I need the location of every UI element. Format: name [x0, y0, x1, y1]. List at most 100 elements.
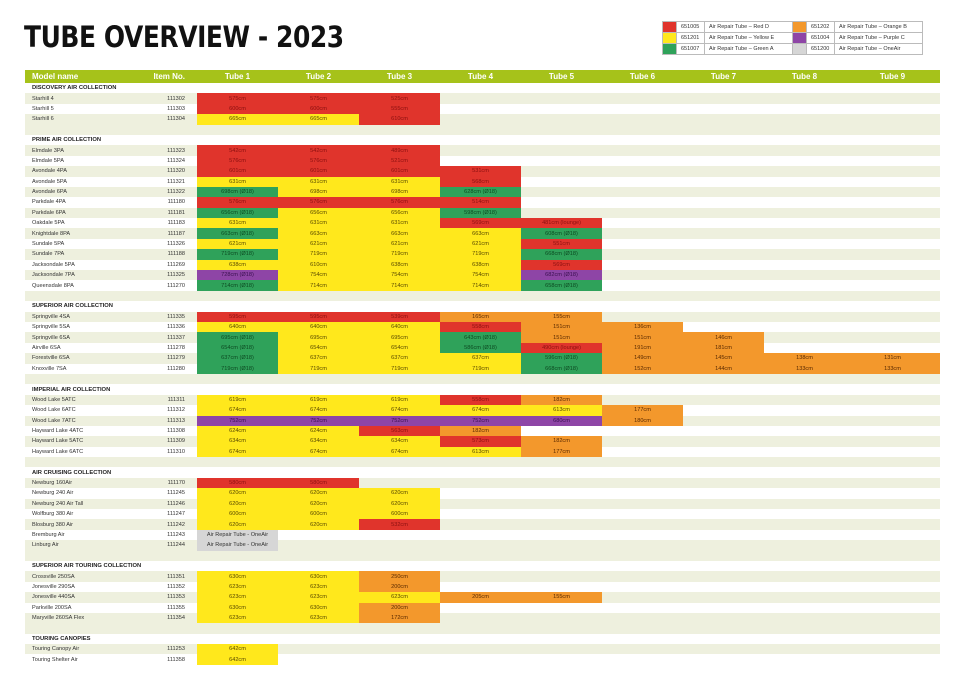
table-row: Forestville 6SA 111279 637cm (Ø18) 637cm 637… — [25, 353, 940, 364]
tube-cell — [764, 249, 845, 259]
tube-cell — [764, 156, 845, 166]
tube-cell — [440, 571, 521, 581]
tube-cell: 663cm — [359, 228, 440, 239]
model-name: Springville 6SA — [32, 334, 70, 341]
table-row: Starhill 4 111302 575cm 575cm 525cm — [25, 93, 940, 104]
table-row: Blosburg 380 Air 111242 620cm 620cm 532cm — [25, 519, 940, 530]
tube-cell — [764, 177, 845, 187]
tube-cell: 610cm — [359, 114, 440, 125]
page-title: TUBE OVERVIEW - 2023 — [24, 20, 344, 54]
tube-cell: 144cm — [683, 363, 764, 374]
item-no: 111321 — [167, 178, 185, 185]
model-name: Airville 6SA — [32, 344, 61, 351]
model-name: Springville 5SA — [32, 324, 70, 331]
tube-cell: 624cm — [278, 425, 359, 437]
tube-cell: 177cm — [521, 446, 602, 458]
tube-cell — [845, 156, 940, 166]
tube-cell — [278, 540, 359, 550]
tube-cell: 643cm (Ø18) — [440, 332, 521, 343]
tube-cell — [845, 509, 940, 519]
tube-cell — [521, 509, 602, 519]
legend-code: 651200 — [806, 43, 835, 55]
section-title-text: AIR CRUISING COLLECTION — [32, 469, 112, 476]
tube-cell: 674cm — [278, 446, 359, 458]
tube-cell — [764, 530, 845, 540]
model-name: Knoxville 7SA — [32, 365, 67, 372]
tube-cell — [521, 177, 602, 187]
tube-cell — [359, 654, 440, 664]
blank-row — [25, 290, 940, 302]
tube-cell: 576cm — [197, 197, 278, 208]
tube-cell: 155cm — [521, 592, 602, 603]
tube-cell: 752cm — [278, 415, 359, 426]
tube-cell — [602, 582, 683, 592]
tube-cell: 576cm — [278, 155, 359, 167]
tube-cell — [764, 478, 845, 488]
tube-cell: 576cm — [197, 155, 278, 167]
model-name: Maryville 260SA Flex — [32, 615, 85, 622]
item-no: 111308 — [167, 428, 185, 435]
tube-cell: 133cm — [845, 363, 940, 374]
tube-cell — [764, 405, 845, 415]
tube-cell: 631cm — [197, 176, 278, 187]
tube-cell — [683, 395, 764, 405]
tube-cell — [521, 582, 602, 592]
tube-cell — [683, 228, 764, 238]
tube-cell: 631cm — [197, 218, 278, 229]
tube-cell — [602, 197, 683, 207]
tube-cell: 631cm — [359, 218, 440, 229]
model-name: Parkdale 4PA — [32, 199, 66, 206]
tube-cell — [602, 519, 683, 529]
tube-cell — [764, 395, 845, 405]
tube-cell: 714cm — [359, 280, 440, 291]
section-title-text: IMPERIAL AIR COLLECTION — [32, 386, 111, 393]
color-legend: 651005 Air Repair Tube – Red D 651202 Air R… — [662, 21, 923, 55]
tube-cell: 600cm — [359, 509, 440, 520]
tube-cell — [845, 571, 940, 581]
tube-cell — [845, 114, 940, 124]
table-row: Airville 6SA 111278 654cm (Ø18) 654cm 654cm 5… — [25, 342, 940, 354]
tube-cell — [521, 104, 602, 114]
tube-cell: 630cm — [197, 571, 278, 582]
tube-cell: 674cm — [278, 405, 359, 416]
section-title: PRIME AIR COLLECTION — [25, 135, 940, 145]
tube-cell — [764, 322, 845, 332]
tube-cell: 620cm — [197, 498, 278, 510]
tube-cell — [440, 603, 521, 613]
tube-cell — [764, 416, 845, 426]
tube-cell: 620cm — [278, 519, 359, 530]
tube-cell — [845, 145, 940, 155]
tube-cell: 558cm — [440, 321, 521, 333]
tube-cell — [845, 499, 940, 509]
table-row: Knoxville 7SA 111280 719cm (Ø18) 719cm 719cm… — [25, 363, 940, 374]
table-row: Wolfburg 380 Air 111247 600cm 600cm 600cm — [25, 509, 940, 520]
tube-cell: 180cm — [602, 415, 683, 426]
tube-cell: 668cm (Ø18) — [521, 363, 602, 374]
item-no: 111320 — [167, 168, 185, 175]
tube-cell — [683, 187, 764, 197]
tube-cell: 596cm (Ø18) — [521, 353, 602, 364]
table-row: Elmdale 5PA 111324 576cm 576cm 521cm — [25, 155, 940, 167]
tube-cell: 531cm — [440, 166, 521, 177]
item-no: 111246 — [167, 500, 185, 507]
tube-cell: 674cm — [197, 446, 278, 458]
tube-cell — [683, 239, 764, 249]
tube-cell: 620cm — [359, 488, 440, 499]
tube-cell: 600cm — [278, 103, 359, 115]
table-row: Starhill 6 111304 665cm 665cm 610cm — [25, 114, 940, 125]
legend-row: 651007 Air Repair Tube – Green A 651200 Air… — [662, 43, 923, 55]
tube-cell: 600cm — [197, 103, 278, 115]
blank-row — [25, 550, 940, 561]
tube-cell — [602, 104, 683, 114]
tube-cell: 663cm (Ø18) — [197, 228, 278, 239]
tube-cell — [602, 228, 683, 238]
item-no: 111183 — [167, 220, 185, 227]
item-no: 111336 — [167, 324, 185, 331]
tube-cell: 575cm — [197, 93, 278, 104]
tube-cell — [521, 114, 602, 124]
tube-cell: 191cm — [602, 342, 683, 354]
tube-cell — [845, 104, 940, 114]
tube-cell: 200cm — [359, 581, 440, 593]
tube-cell: 205cm — [440, 592, 521, 603]
tube-cell — [683, 166, 764, 176]
